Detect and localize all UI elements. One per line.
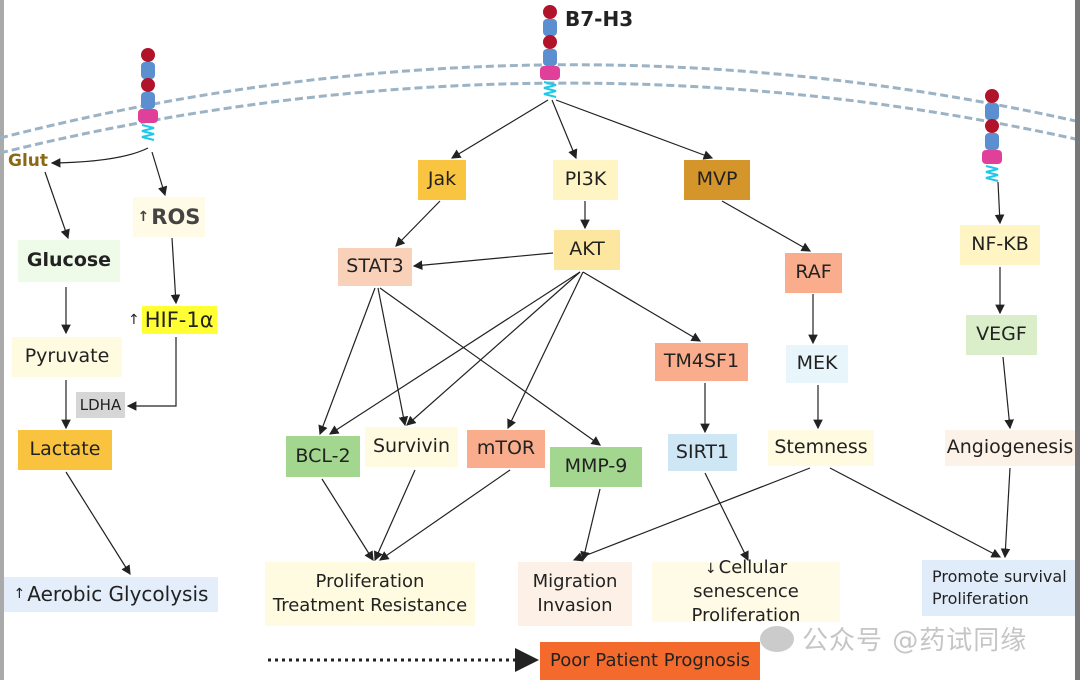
up-arrow-icon: ↑ bbox=[137, 208, 150, 225]
node-lactate: Lactate bbox=[18, 430, 112, 470]
prolif-line1: Proliferation bbox=[315, 570, 425, 592]
node-bcl2: BCL-2 bbox=[286, 436, 360, 477]
node-pi3k: PI3K bbox=[553, 160, 618, 200]
node-aerobic-glycolysis: ↑ Aerobic Glycolysis bbox=[4, 577, 218, 612]
prolif-line2: Treatment Resistance bbox=[272, 595, 468, 616]
node-pyruvate: Pyruvate bbox=[12, 337, 122, 377]
watermark-text: 公众号 @药试同缘 bbox=[802, 626, 1028, 656]
node-raf: RAF bbox=[785, 253, 842, 293]
node-poor-prognosis: Poor Patient Prognosis bbox=[540, 642, 760, 680]
survival-line2: Proliferation bbox=[932, 589, 1029, 608]
node-ros-label: ROS bbox=[151, 204, 201, 229]
node-stemness: Stemness bbox=[768, 430, 874, 466]
receptor-left bbox=[137, 47, 159, 141]
up-arrow-icon: ↑ bbox=[128, 311, 140, 328]
node-mek: MEK bbox=[786, 345, 848, 383]
down-arrow-icon: ↓ bbox=[704, 560, 717, 577]
node-stat3: STAT3 bbox=[338, 248, 412, 286]
node-proliferation-resistance: Proliferation Treatment Resistance bbox=[265, 562, 475, 626]
node-glucose: Glucose bbox=[18, 240, 120, 282]
up-arrow-icon: ↑ bbox=[13, 586, 26, 603]
node-nfkb: NF-KB bbox=[960, 225, 1040, 265]
b7h3-label: B7-H3 bbox=[565, 7, 634, 31]
node-survival-proliferation: Promote survival Proliferation bbox=[922, 560, 1080, 616]
node-vegf: VEGF bbox=[966, 315, 1037, 355]
node-survivin: Survivin bbox=[365, 427, 458, 467]
node-akt: AKT bbox=[554, 230, 620, 270]
node-mmp9: MMP-9 bbox=[550, 447, 642, 487]
node-glut: Glut bbox=[8, 151, 49, 171]
node-jak: Jak bbox=[418, 160, 466, 200]
watermark: 公众号 @药试同缘 bbox=[760, 620, 1027, 657]
node-hif: ↑ HIF-1α bbox=[128, 305, 217, 335]
migration-line1: Migration bbox=[532, 570, 618, 592]
senescence-line1: Cellular senescence bbox=[693, 556, 799, 602]
node-ros: ↑ ROS bbox=[133, 197, 205, 237]
node-ldha: LDHA bbox=[76, 392, 125, 418]
node-senescence-proliferation: ↓ Cellular senescence Proliferation bbox=[652, 557, 840, 626]
senescence-line2: Proliferation bbox=[691, 605, 801, 627]
receptor-right bbox=[981, 88, 1003, 182]
survival-line1: Promote survival bbox=[932, 567, 1067, 587]
node-angiogenesis: Angiogenesis bbox=[945, 430, 1075, 466]
migration-line2: Invasion bbox=[537, 595, 613, 616]
node-tm4sf1: TM4SF1 bbox=[655, 343, 748, 381]
node-migration-invasion: Migration Invasion bbox=[518, 562, 632, 626]
node-aerobic-label: Aerobic Glycolysis bbox=[27, 582, 209, 606]
cell-membrane bbox=[0, 63, 1080, 155]
node-hif-label: HIF-1α bbox=[141, 305, 217, 335]
node-mtor: mTOR bbox=[467, 430, 545, 468]
node-sirt1: SIRT1 bbox=[668, 434, 737, 471]
receptor-b7h3 bbox=[539, 4, 561, 98]
node-mvp: MVP bbox=[684, 160, 750, 200]
wechat-icon bbox=[760, 625, 794, 652]
